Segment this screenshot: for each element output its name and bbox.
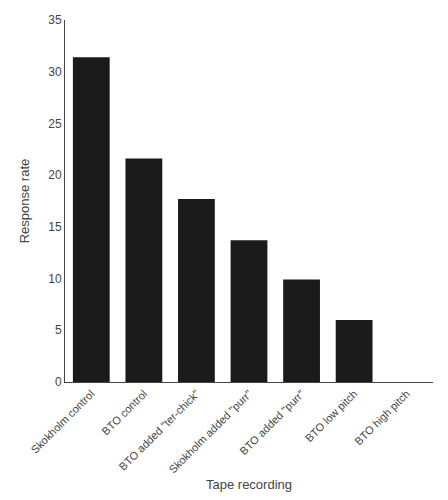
svg-text:BTO added "purr": BTO added "purr" [237, 387, 307, 457]
svg-text:BTO high pitch: BTO high pitch [352, 388, 412, 448]
svg-text:BTO added "ter-chick": BTO added "ter-chick" [117, 387, 202, 472]
svg-text:25: 25 [48, 117, 62, 131]
svg-text:20: 20 [48, 168, 62, 182]
svg-text:Skokholm control: Skokholm control [28, 388, 96, 456]
svg-text:Response rate: Response rate [17, 159, 32, 244]
svg-text:30: 30 [48, 65, 62, 79]
svg-text:Tape recording: Tape recording [206, 477, 292, 492]
svg-text:BTO low pitch: BTO low pitch [303, 388, 360, 445]
svg-text:15: 15 [48, 220, 62, 234]
svg-text:BTO control: BTO control [99, 388, 149, 438]
svg-text:5: 5 [55, 323, 62, 337]
svg-text:35: 35 [48, 13, 62, 27]
svg-text:0: 0 [55, 375, 62, 389]
svg-text:10: 10 [48, 272, 62, 286]
svg-text:Skokholm added "purr": Skokholm added "purr" [166, 387, 254, 475]
